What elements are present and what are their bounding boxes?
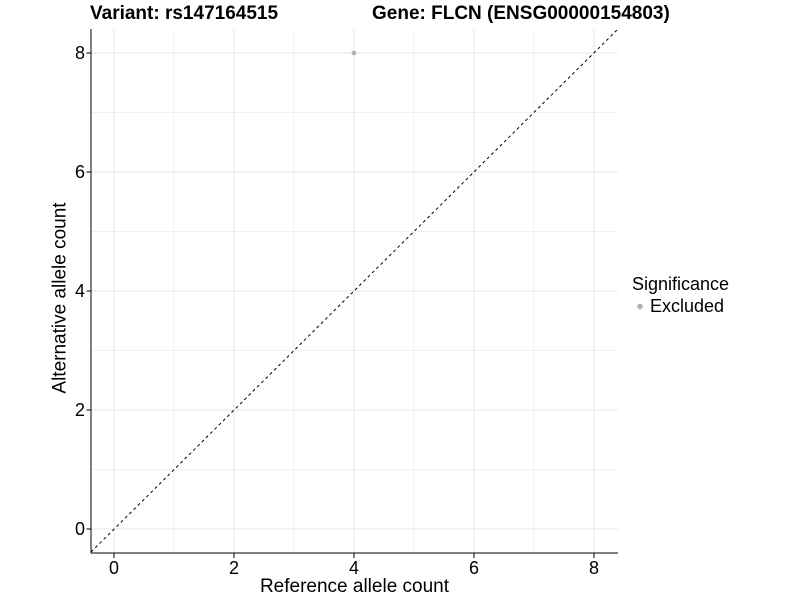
y-tick-label-4: 4 (74, 281, 85, 301)
x-axis-title: Reference allele count (259, 576, 450, 597)
x-tick-label-6: 6 (468, 558, 479, 578)
gene-title: Gene: FLCN (ENSG00000154803) (372, 3, 670, 24)
variant-title: Variant: rs147164515 (90, 3, 279, 24)
data-point-excluded (351, 50, 357, 56)
legend: Significance Excluded (632, 274, 729, 316)
legend-title: Significance (632, 274, 730, 294)
x-axis-ticks (113, 553, 595, 558)
y-tick-label-6: 6 (74, 162, 85, 182)
legend-item-label: Excluded (650, 296, 725, 316)
legend-point-icon (637, 303, 643, 310)
y-tick-label-8: 8 (74, 43, 85, 63)
identity-line (90, 28, 619, 553)
x-tick-label-8: 8 (588, 558, 599, 578)
y-axis-title: Alternative allele count (49, 202, 71, 394)
x-tick-label-4: 4 (348, 558, 359, 578)
y-tick-label-0: 0 (74, 519, 85, 539)
grid-major-lines (91, 29, 618, 553)
x-tick-label-0: 0 (108, 558, 119, 578)
y-tick-label-2: 2 (74, 400, 85, 420)
y-axis-ticks (86, 52, 91, 530)
x-tick-label-2: 2 (228, 558, 239, 578)
legend-item-excluded: Excluded (632, 296, 729, 316)
